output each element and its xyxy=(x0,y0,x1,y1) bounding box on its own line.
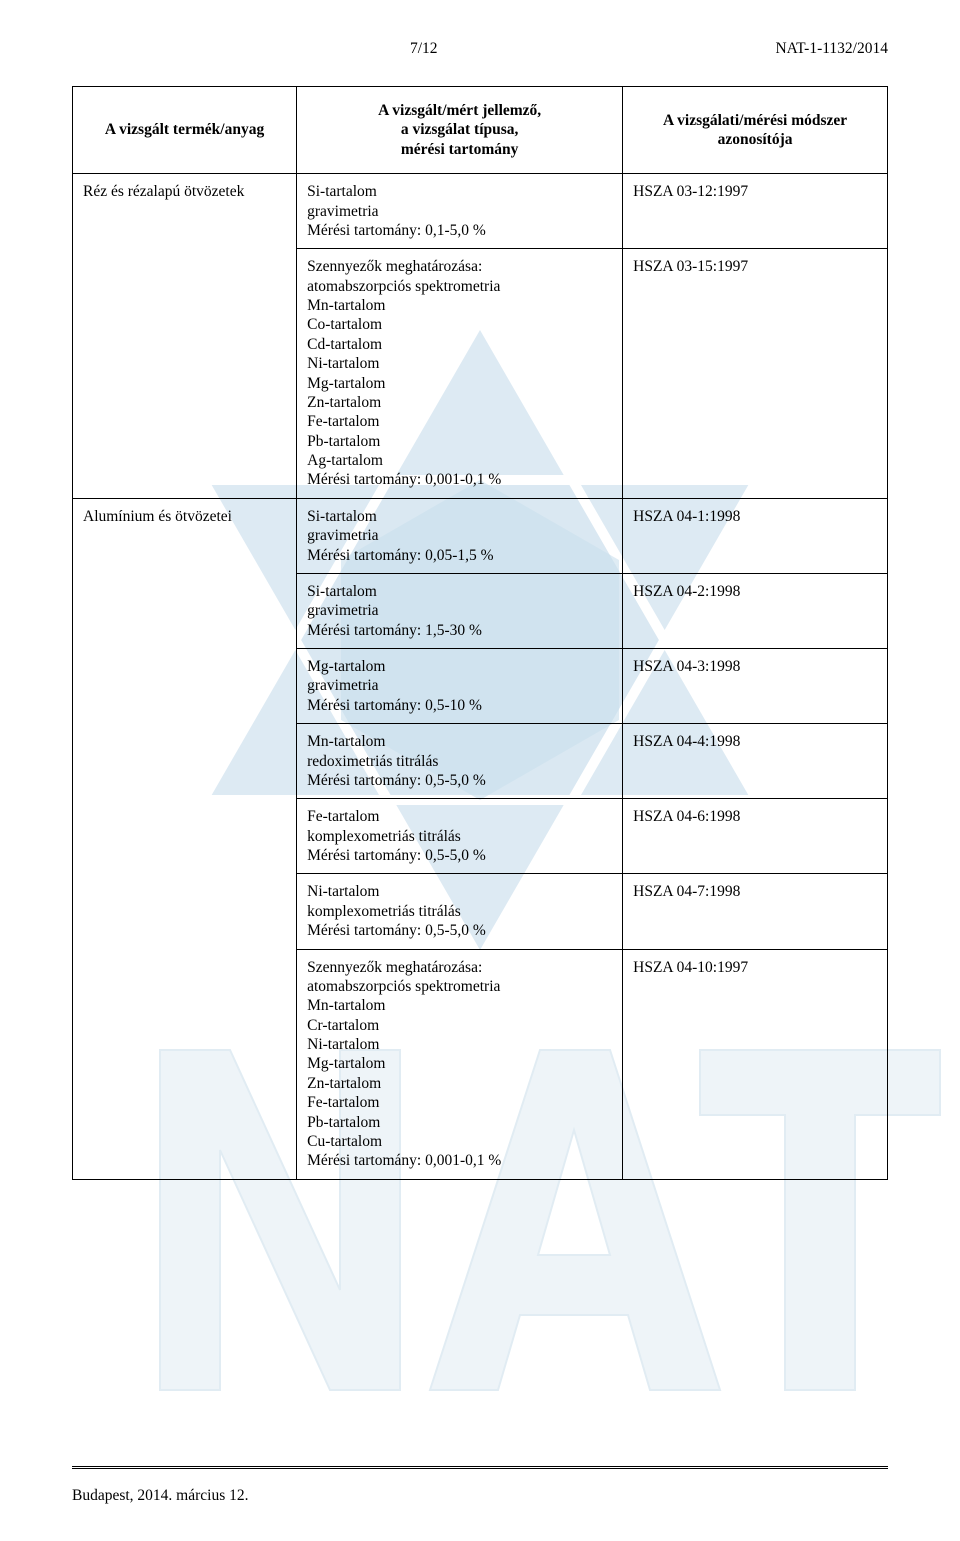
params-cell: Szennyezők meghatározása:atomabszorpciós… xyxy=(297,949,623,1179)
param-line: Zn-tartalom xyxy=(307,1074,612,1093)
param-line: Mn-tartalom xyxy=(307,296,612,315)
params-cell: Si-tartalomgravimetriaMérési tartomány: … xyxy=(297,573,623,648)
method-cell: HSZA 04-6:1998 xyxy=(623,799,888,874)
param-line: atomabszorpciós spektrometria xyxy=(307,977,612,996)
param-line: Mérési tartomány: 0,5-5,0 % xyxy=(307,846,612,865)
table-header-row: A vizsgált termék/anyag A vizsgált/mért … xyxy=(73,87,888,174)
param-line: Mérési tartomány: 0,001-0,1 % xyxy=(307,1151,612,1170)
param-line: Mérési tartomány: 0,1-5,0 % xyxy=(307,221,612,240)
method-cell: HSZA 04-4:1998 xyxy=(623,724,888,799)
param-line: Pb-tartalom xyxy=(307,1113,612,1132)
document-reference: NAT-1-1132/2014 xyxy=(775,40,888,58)
param-line: Mn-tartalom xyxy=(307,732,612,751)
param-line: Szennyezők meghatározása: xyxy=(307,257,612,276)
param-line: Fe-tartalom xyxy=(307,1093,612,1112)
page-number: 7/12 xyxy=(410,40,438,58)
params-cell: Mg-tartalomgravimetriaMérési tartomány: … xyxy=(297,649,623,724)
params-cell: Mn-tartalomredoximetriás titrálásMérési … xyxy=(297,724,623,799)
param-line: Ag-tartalom xyxy=(307,451,612,470)
param-line: Cu-tartalom xyxy=(307,1132,612,1151)
col-header-method: A vizsgálati/mérési módszer azonosítója xyxy=(623,87,888,174)
methods-table: A vizsgált termék/anyag A vizsgált/mért … xyxy=(72,86,888,1180)
method-cell: HSZA 03-12:1997 xyxy=(623,174,888,249)
table-row: Alumínium és ötvözeteiSi-tartalomgravime… xyxy=(73,498,888,573)
param-line: Cr-tartalom xyxy=(307,1016,612,1035)
param-line: komplexometriás titrálás xyxy=(307,827,612,846)
param-line: Ni-tartalom xyxy=(307,354,612,373)
param-line: Szennyezők meghatározása: xyxy=(307,958,612,977)
params-cell: Ni-tartalomkomplexometriás titrálásMérés… xyxy=(297,874,623,949)
param-line: Mg-tartalom xyxy=(307,1054,612,1073)
param-line: Mérési tartomány: 1,5-30 % xyxy=(307,621,612,640)
param-line: Co-tartalom xyxy=(307,315,612,334)
footer-date: Budapest, 2014. március 12. xyxy=(72,1487,249,1505)
param-line: Mérési tartomány: 0,05-1,5 % xyxy=(307,546,612,565)
method-cell: HSZA 04-2:1998 xyxy=(623,573,888,648)
param-line: Mérési tartomány: 0,5-5,0 % xyxy=(307,771,612,790)
param-line: redoximetriás titrálás xyxy=(307,752,612,771)
param-line: Mn-tartalom xyxy=(307,996,612,1015)
param-line: Si-tartalom xyxy=(307,507,612,526)
param-line: Mg-tartalom xyxy=(307,657,612,676)
param-line: Mg-tartalom xyxy=(307,374,612,393)
method-cell: HSZA 04-7:1998 xyxy=(623,874,888,949)
param-line: Fe-tartalom xyxy=(307,807,612,826)
product-cell: Réz és rézalapú ötvözetek xyxy=(73,174,297,499)
param-line: Si-tartalom xyxy=(307,182,612,201)
method-cell: HSZA 04-3:1998 xyxy=(623,649,888,724)
col-header-product: A vizsgált termék/anyag xyxy=(73,87,297,174)
params-cell: Si-tartalomgravimetriaMérési tartomány: … xyxy=(297,174,623,249)
param-line: Mérési tartomány: 0,5-5,0 % xyxy=(307,921,612,940)
param-line: gravimetria xyxy=(307,676,612,695)
method-cell: HSZA 04-1:1998 xyxy=(623,498,888,573)
param-line: gravimetria xyxy=(307,202,612,221)
product-cell: Alumínium és ötvözetei xyxy=(73,498,297,1179)
footer-rule xyxy=(72,1466,888,1469)
param-line: atomabszorpciós spektrometria xyxy=(307,277,612,296)
page-header: 7/12 NAT-1-1132/2014 xyxy=(72,40,888,58)
params-cell: Si-tartalomgravimetriaMérési tartomány: … xyxy=(297,498,623,573)
param-line: Ni-tartalom xyxy=(307,882,612,901)
method-cell: HSZA 03-15:1997 xyxy=(623,249,888,499)
param-line: gravimetria xyxy=(307,601,612,620)
param-line: Pb-tartalom xyxy=(307,432,612,451)
param-line: Fe-tartalom xyxy=(307,412,612,431)
param-line: komplexometriás titrálás xyxy=(307,902,612,921)
param-line: Si-tartalom xyxy=(307,582,612,601)
method-cell: HSZA 04-10:1997 xyxy=(623,949,888,1179)
col-header-params: A vizsgált/mért jellemző,a vizsgálat típ… xyxy=(297,87,623,174)
param-line: Cd-tartalom xyxy=(307,335,612,354)
param-line: Mérési tartomány: 0,5-10 % xyxy=(307,696,612,715)
param-line: Zn-tartalom xyxy=(307,393,612,412)
params-cell: Szennyezők meghatározása:atomabszorpciós… xyxy=(297,249,623,499)
param-line: Mérési tartomány: 0,001-0,1 % xyxy=(307,470,612,489)
params-cell: Fe-tartalomkomplexometriás titrálásMérés… xyxy=(297,799,623,874)
param-line: gravimetria xyxy=(307,526,612,545)
param-line: Ni-tartalom xyxy=(307,1035,612,1054)
table-row: Réz és rézalapú ötvözetekSi-tartalomgrav… xyxy=(73,174,888,249)
